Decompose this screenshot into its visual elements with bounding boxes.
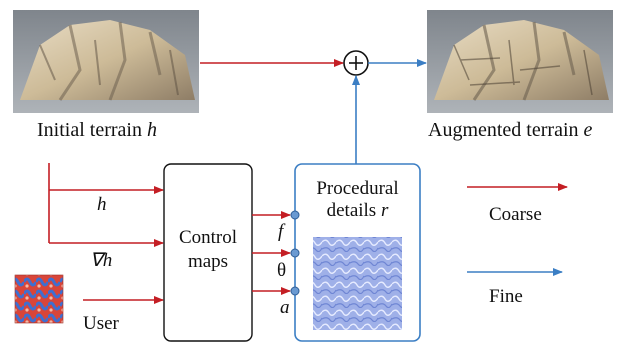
control-maps-line1: Control — [178, 227, 238, 248]
procedural-details-line2-text: details — [326, 200, 381, 221]
procedural-details-line2-var: r — [380, 200, 389, 221]
initial-terrain-caption-var: h — [146, 119, 157, 141]
f-port — [290, 210, 300, 220]
grad-h-label: ∇h — [90, 250, 113, 271]
user-label: User — [83, 313, 119, 334]
augmented-terrain-image — [427, 10, 613, 113]
user-input-image — [14, 274, 64, 324]
procedural-texture-image — [313, 237, 402, 330]
control-maps-label: Control maps — [172, 226, 244, 274]
param-f-label: f — [278, 221, 284, 242]
initial-terrain-image — [13, 10, 199, 113]
initial-terrain-caption-text: Initial terrain — [37, 119, 147, 141]
procedural-details-label: Procedural details r — [299, 178, 416, 222]
a-port — [290, 286, 300, 296]
initial-terrain-caption: Initial terrain h — [37, 119, 157, 142]
augmented-terrain-caption: Augmented terrain e — [428, 119, 592, 142]
control-maps-line2: maps — [187, 251, 229, 272]
augmented-terrain-caption-var: e — [583, 119, 593, 141]
theta-port — [290, 248, 300, 258]
param-theta-label: θ — [277, 260, 287, 281]
legend-fine-label: Fine — [489, 286, 523, 307]
param-a-label: a — [280, 297, 290, 318]
legend-coarse-label: Coarse — [489, 204, 542, 225]
augmented-terrain-caption-text: Augmented terrain — [428, 119, 584, 141]
procedural-details-line1: Procedural — [316, 178, 399, 199]
h-label: h — [97, 194, 107, 215]
